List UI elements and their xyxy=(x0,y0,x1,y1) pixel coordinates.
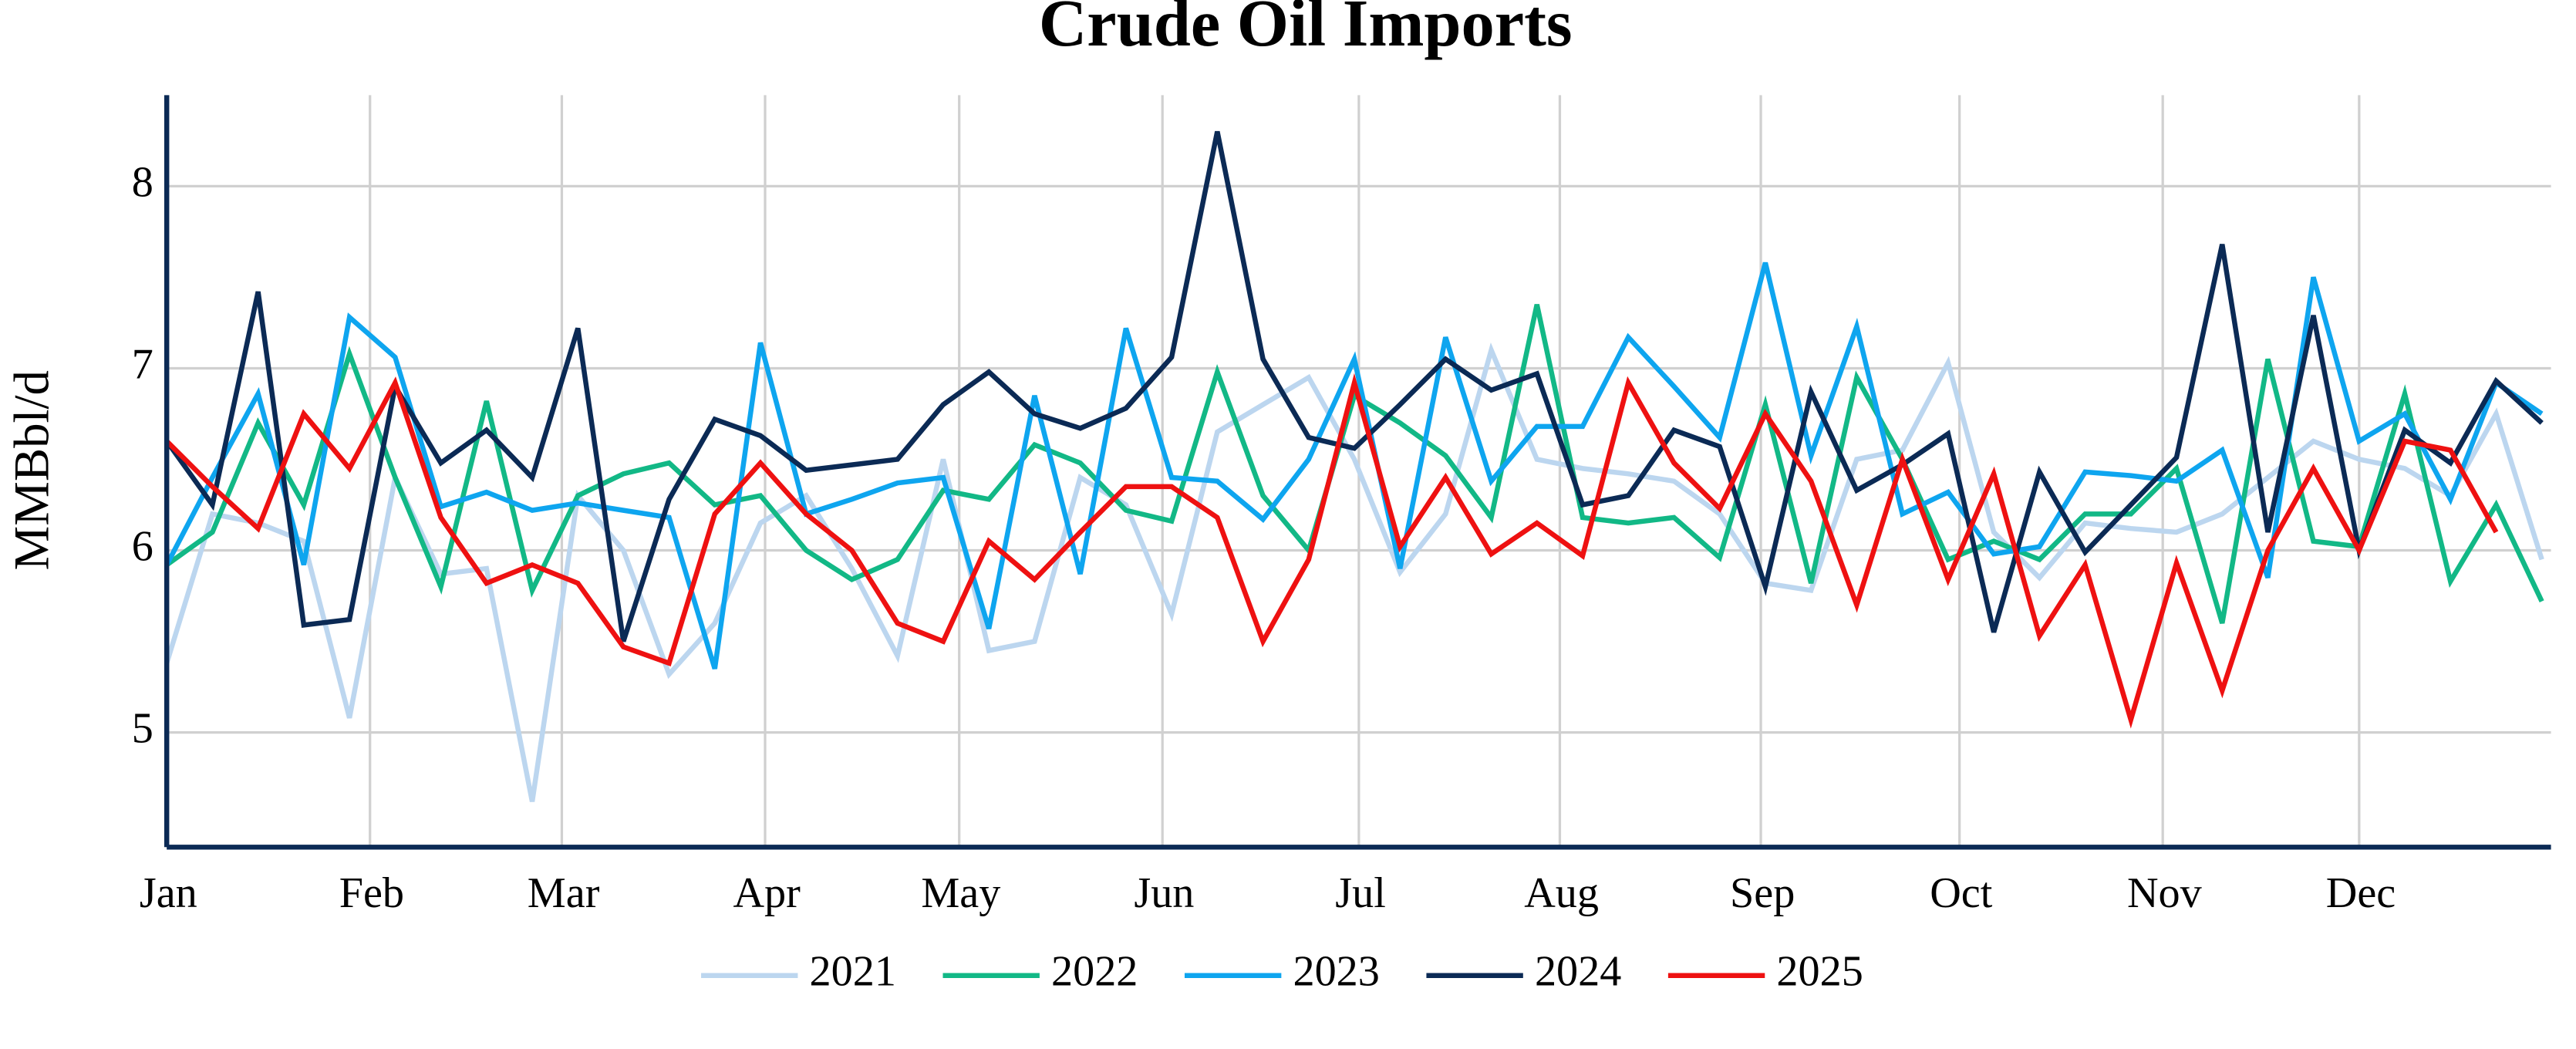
x-tick-label: Feb xyxy=(339,869,404,917)
legend-label: 2023 xyxy=(1293,948,1379,996)
y-axis-label: MMBbl/d xyxy=(4,370,59,570)
legend-label: 2022 xyxy=(1051,948,1138,996)
x-tick-label: Mar xyxy=(528,869,600,917)
series-line xyxy=(164,130,2544,643)
x-tick-label: Apr xyxy=(733,869,801,917)
y-tick-label: 5 xyxy=(132,704,153,752)
y-tick-label: 6 xyxy=(132,522,153,570)
y-tick-label: 7 xyxy=(132,340,153,388)
x-tick-label: Jan xyxy=(140,869,197,917)
x-tick-label: May xyxy=(921,869,1000,917)
x-tick-label: Nov xyxy=(2127,869,2203,917)
x-tick-label: Sep xyxy=(1730,869,1795,917)
x-tick-label: Oct xyxy=(1930,869,1993,917)
series-line xyxy=(165,304,2544,624)
x-tick-label: Jul xyxy=(1335,869,1386,917)
x-tick-label: Aug xyxy=(1524,869,1599,917)
x-tick-label: Jun xyxy=(1134,869,1194,917)
y-tick-label: 8 xyxy=(132,158,153,206)
chart-title: Crude Oil Imports xyxy=(1039,0,1573,60)
series-line xyxy=(164,261,2544,670)
series-line xyxy=(164,373,2499,729)
series-line xyxy=(164,342,2544,802)
x-tick-label: Dec xyxy=(2326,869,2396,917)
legend-label: 2025 xyxy=(1776,948,1863,996)
legend-label: 2021 xyxy=(810,948,896,996)
legend-label: 2024 xyxy=(1535,948,1621,996)
